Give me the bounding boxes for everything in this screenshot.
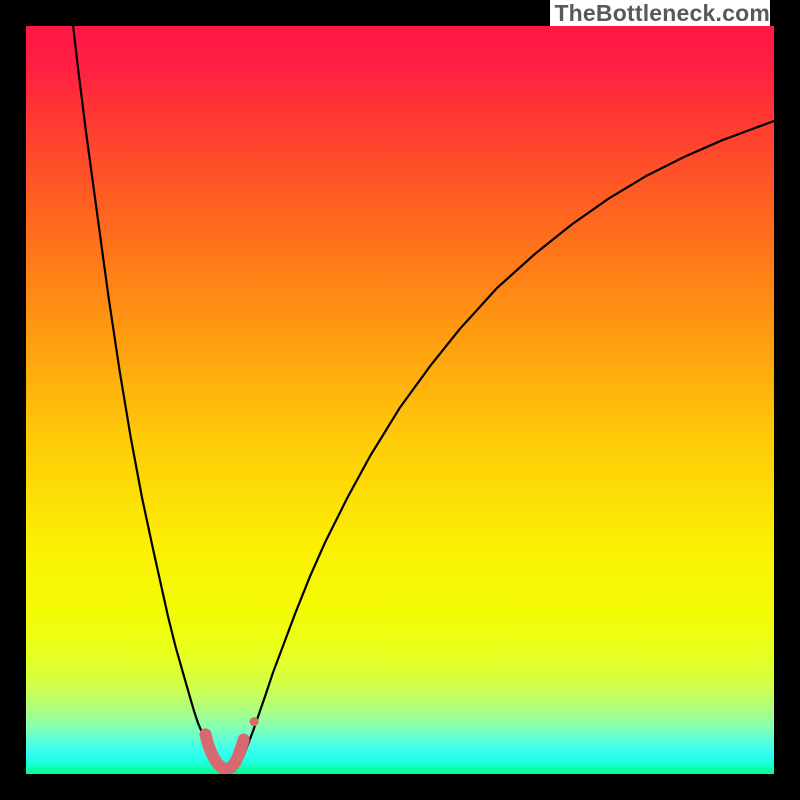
chart-background-gradient xyxy=(26,26,774,774)
figure-frame: TheBottleneck.com xyxy=(0,0,800,800)
bottleneck-chart xyxy=(26,26,774,774)
bottleneck-chart-svg xyxy=(26,26,774,774)
highlight-point-marker xyxy=(250,717,259,726)
attribution-label: TheBottleneck.com xyxy=(550,0,770,26)
